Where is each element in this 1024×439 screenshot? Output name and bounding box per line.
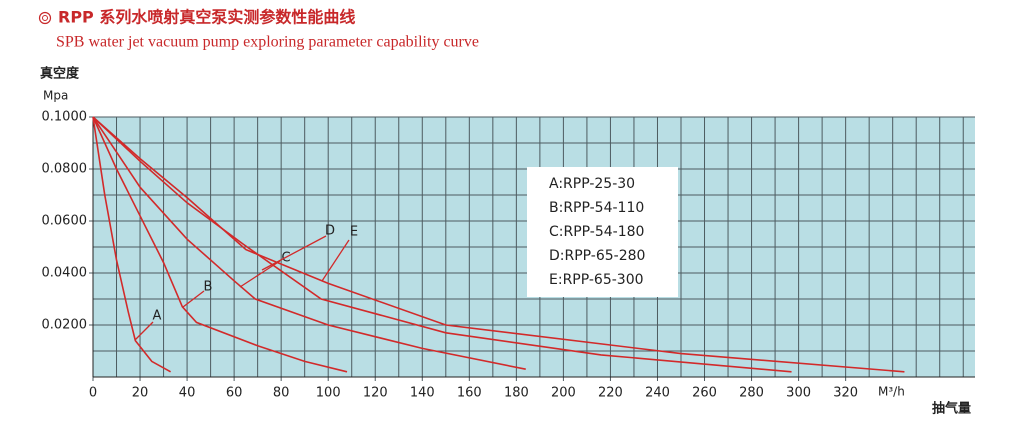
label-leader <box>134 321 154 341</box>
label-leader <box>321 239 350 282</box>
y-tick-label: 0.0200 <box>42 318 88 333</box>
x-tick-label: 140 <box>410 386 435 401</box>
x-axis-unit: M³/h <box>878 385 905 399</box>
curve <box>92 116 348 373</box>
curve-label: C <box>281 251 290 266</box>
x-tick-label: 120 <box>363 386 388 401</box>
y-tick-label: 0.0800 <box>42 162 88 177</box>
x-tick-label: 60 <box>226 386 243 401</box>
legend-box <box>527 167 678 297</box>
curve-label: E <box>350 225 358 240</box>
x-tick-label: 220 <box>598 386 623 401</box>
legend-entry: A:RPP-25-30 <box>549 176 635 192</box>
curve <box>92 116 172 373</box>
y-axis-unit: Mpa <box>43 89 68 103</box>
x-tick-label: 20 <box>132 386 149 401</box>
legend-entry: D:RPP-65-280 <box>549 248 645 264</box>
legend-entry: B:RPP-54-110 <box>549 200 644 216</box>
x-tick-label: 80 <box>273 386 290 401</box>
y-axis-title: 真空度 <box>40 66 80 82</box>
chart-title: RPP 系列水喷射真空泵实测参数性能曲线 <box>58 8 355 27</box>
label-leader <box>261 235 327 271</box>
legend-entry: E:RPP-65-300 <box>549 272 644 288</box>
curve <box>92 116 526 370</box>
curve-label: A <box>153 309 162 324</box>
x-tick-label: 260 <box>692 386 717 401</box>
label-leader <box>182 290 205 308</box>
title-icon <box>42 15 48 21</box>
x-tick-label: 100 <box>316 386 341 401</box>
x-tick-label: 160 <box>457 386 482 401</box>
legend-entry: C:RPP-54-180 <box>549 224 644 240</box>
x-tick-label: 40 <box>179 386 196 401</box>
curve-label: D <box>325 224 335 239</box>
y-tick-label: 0.0600 <box>42 214 88 229</box>
chart-subtitle: SPB water jet vacuum pump exploring para… <box>56 34 479 51</box>
x-tick-label: 200 <box>551 386 576 401</box>
y-tick-label: 0.1000 <box>42 110 88 125</box>
x-tick-label: 300 <box>786 386 811 401</box>
x-tick-label: 180 <box>504 386 529 401</box>
x-tick-label: 320 <box>833 386 858 401</box>
x-tick-label: 240 <box>645 386 670 401</box>
title-icon <box>38 11 52 25</box>
curve-label: B <box>204 280 213 295</box>
x-tick-label: 280 <box>739 386 764 401</box>
x-axis-title: 抽气量 <box>932 401 971 417</box>
y-tick-label: 0.0400 <box>42 266 88 281</box>
curve <box>92 116 792 373</box>
curve <box>92 116 905 373</box>
x-tick-label: 0 <box>89 386 97 401</box>
